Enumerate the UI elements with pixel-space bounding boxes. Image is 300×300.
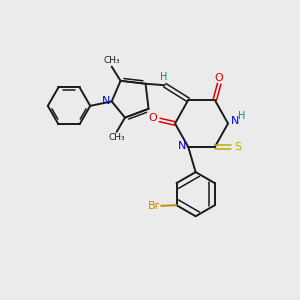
Text: N: N — [102, 95, 110, 106]
Text: H: H — [238, 111, 245, 121]
Text: Br: Br — [147, 201, 160, 211]
Text: S: S — [234, 142, 241, 152]
Text: O: O — [149, 113, 158, 124]
Text: CH₃: CH₃ — [108, 133, 125, 142]
Text: N: N — [178, 142, 186, 152]
Text: H: H — [160, 72, 167, 82]
Text: CH₃: CH₃ — [103, 56, 120, 65]
Text: O: O — [215, 74, 224, 83]
Text: N: N — [231, 116, 240, 126]
